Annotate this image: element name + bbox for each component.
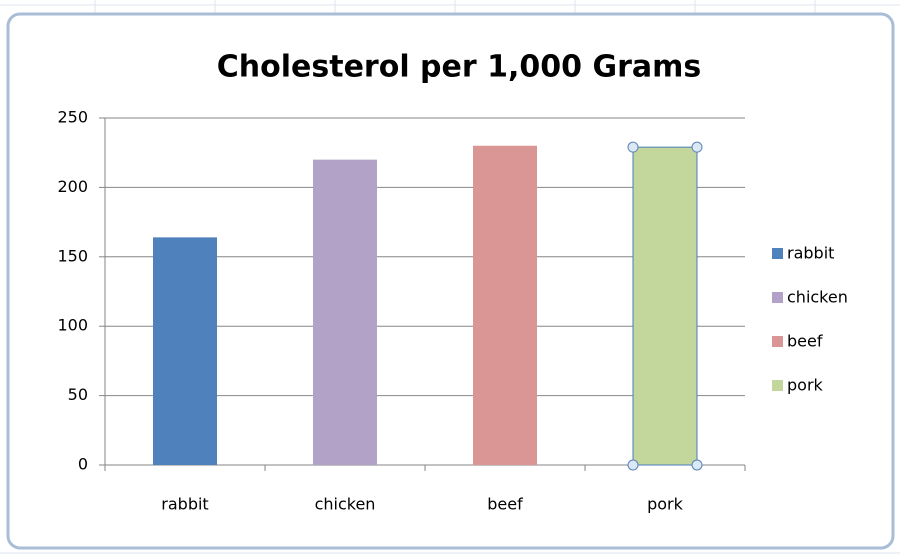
y-tick-label: 0 — [78, 455, 88, 474]
legend-swatch — [772, 248, 783, 259]
x-tick-label: chicken — [315, 495, 376, 514]
x-tick-label: beef — [487, 495, 523, 514]
selection-handle — [627, 141, 639, 153]
legend-swatch — [772, 380, 783, 391]
selection-handle — [627, 459, 639, 471]
selection-handle — [691, 141, 703, 153]
y-tick-label: 50 — [68, 385, 88, 404]
x-tick-label: rabbit — [161, 495, 208, 514]
x-tick-label: pork — [647, 495, 684, 514]
legend-swatch — [772, 336, 783, 347]
bar — [632, 146, 698, 466]
chart-title: Cholesterol per 1,000 Grams — [217, 50, 701, 85]
selection-handle — [691, 459, 703, 471]
y-tick-label: 200 — [57, 177, 88, 196]
legend-label: chicken — [787, 288, 848, 307]
legend-label: pork — [787, 376, 824, 395]
legend-label: rabbit — [787, 244, 834, 263]
y-tick-label: 250 — [57, 108, 88, 127]
bar — [313, 159, 377, 465]
bar — [473, 145, 537, 465]
legend-label: beef — [787, 332, 823, 351]
chart-frame[interactable] — [6, 12, 895, 550]
bar — [153, 237, 217, 465]
legend-swatch — [772, 292, 783, 303]
y-tick-label: 150 — [57, 246, 88, 265]
y-tick-label: 100 — [57, 316, 88, 335]
